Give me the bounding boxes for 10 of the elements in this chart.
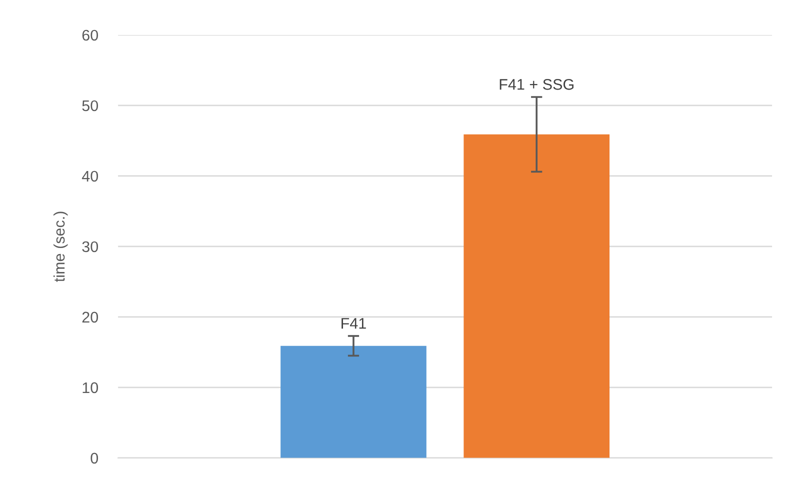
y-tick-label: 30 — [82, 241, 98, 252]
y-tick-label: 50 — [82, 100, 98, 112]
y-tick-label: 0 — [90, 452, 98, 464]
y-tick-label: 10 — [82, 382, 98, 394]
series-label: F41 — [342, 318, 366, 329]
y-axis-title: time (sec.) — [53, 212, 68, 282]
y-tick-label: 20 — [82, 312, 98, 323]
y-tick-label: 60 — [82, 30, 98, 41]
text: F41 + SSG — [500, 78, 574, 90]
y-tick-label: 40 — [82, 170, 98, 182]
